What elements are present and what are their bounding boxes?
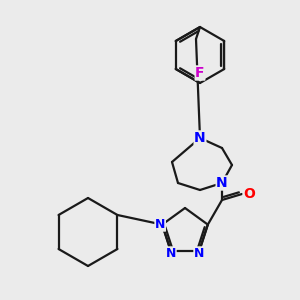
Text: N: N — [194, 131, 206, 145]
Text: N: N — [216, 176, 228, 190]
Text: F: F — [195, 66, 205, 80]
Text: N: N — [166, 247, 176, 260]
Text: N: N — [155, 218, 165, 231]
Text: N: N — [194, 247, 204, 260]
Text: O: O — [243, 187, 255, 201]
